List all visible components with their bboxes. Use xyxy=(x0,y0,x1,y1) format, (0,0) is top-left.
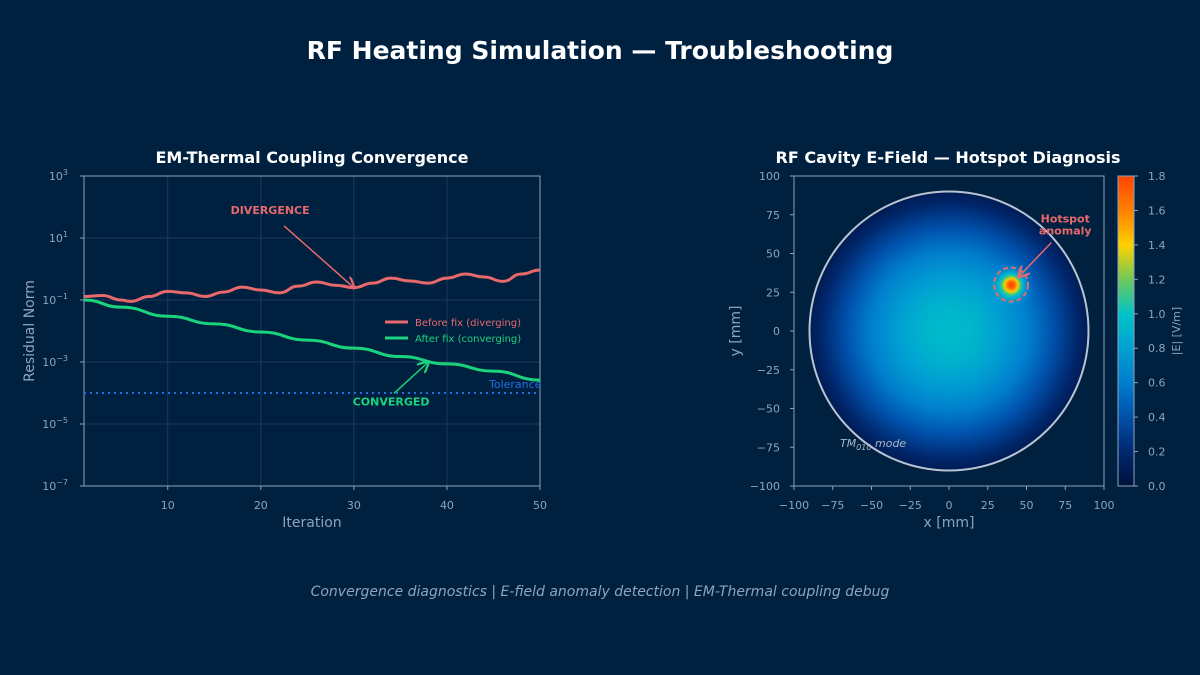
hotspot-annotation-label-1: anomaly xyxy=(1039,225,1092,238)
y-tick-label: −50 xyxy=(757,403,780,416)
colorbar-tick-label: 1.4 xyxy=(1148,239,1166,252)
y-tick-exp: 3 xyxy=(63,168,68,177)
annotation-arrow-1 xyxy=(393,362,428,394)
heatmap-title: RF Cavity E-Field — Hotspot Diagnosis xyxy=(776,148,1121,167)
tolerance-label: Tolerance xyxy=(488,378,542,391)
colorbar-tick-label: 0.4 xyxy=(1148,411,1166,424)
y-tick-exp: 1 xyxy=(63,230,68,239)
x-axis-label: Iteration xyxy=(282,515,341,531)
annotation-arrow-0 xyxy=(283,225,354,288)
y-tick-label: 50 xyxy=(766,248,780,261)
y-tick-label: 100 xyxy=(759,170,780,183)
series-line-0 xyxy=(83,268,541,303)
colorbar-tick-label: 1.2 xyxy=(1148,273,1166,286)
y-tick-label: 103 xyxy=(49,168,68,183)
mode-rest: mode xyxy=(872,437,907,450)
x-tick-label: −75 xyxy=(821,499,844,512)
y-tick-base: 10 xyxy=(49,170,63,183)
y-tick-label: 101 xyxy=(49,230,68,245)
y-tick-exp: −7 xyxy=(56,478,68,487)
y-tick-exp: −5 xyxy=(56,416,68,425)
footer-caption: Convergence diagnostics | E-field anomal… xyxy=(310,584,890,600)
x-tick-label: 50 xyxy=(533,499,547,512)
mode-label: TM010 mode xyxy=(840,437,906,452)
x-axis-label: x [mm] xyxy=(924,515,975,531)
efield-heatmap xyxy=(794,176,1104,486)
x-tick-label: 10 xyxy=(161,499,175,512)
series-line-1 xyxy=(83,298,541,382)
y-tick-exp: −3 xyxy=(56,354,68,363)
x-tick-label: −25 xyxy=(899,499,922,512)
mode-sub: 010 xyxy=(856,443,871,452)
colorbar-gradient xyxy=(1118,176,1134,486)
y-tick-label: 10−5 xyxy=(42,416,68,431)
colorbar-tick-label: 1.0 xyxy=(1148,308,1166,321)
x-tick-label: 50 xyxy=(1020,499,1034,512)
hotspot-marker xyxy=(993,266,1029,303)
y-tick-label: 10−3 xyxy=(42,354,68,369)
hotspot-annotation-arrow xyxy=(1019,242,1052,277)
colorbar-label: |E| [V/m] xyxy=(1170,307,1183,355)
y-tick-label: 10−1 xyxy=(42,292,68,307)
page-title: RF Heating Simulation — Troubleshooting xyxy=(306,36,894,65)
plot-frame xyxy=(83,175,541,487)
y-tick-label: 25 xyxy=(766,286,780,299)
hotspot-annotation-label-0: Hotspot xyxy=(1041,213,1090,226)
y-tick-exp: −1 xyxy=(56,292,68,301)
y-tick-label: 0 xyxy=(773,325,780,338)
y-tick-label: −75 xyxy=(757,441,780,454)
x-tick-label: 0 xyxy=(946,499,953,512)
y-tick-label: 75 xyxy=(766,209,780,222)
legend-label-1: After fix (converging) xyxy=(415,334,521,345)
chart-title: EM-Thermal Coupling Convergence xyxy=(156,148,469,167)
x-tick-label: 20 xyxy=(254,499,268,512)
colorbar-tick-label: 1.6 xyxy=(1148,204,1166,217)
x-tick-label: 40 xyxy=(440,499,454,512)
y-axis-label: Residual Norm xyxy=(22,280,38,382)
y-tick-label: −25 xyxy=(757,364,780,377)
colorbar-tick-label: 0.0 xyxy=(1148,480,1166,493)
colorbar-tick-label: 0.2 xyxy=(1148,446,1166,459)
colorbar-tick-label: 0.8 xyxy=(1148,342,1166,355)
annotation-label-1: CONVERGED xyxy=(353,395,430,408)
y-tick-base: 10 xyxy=(42,356,56,369)
x-tick-label: −100 xyxy=(779,499,809,512)
annotation-label-0: DIVERGENCE xyxy=(231,204,310,217)
y-tick-label: −100 xyxy=(750,480,780,493)
colorbar-tick-label: 1.8 xyxy=(1148,170,1166,183)
y-axis-label: y [mm] xyxy=(728,306,744,357)
x-tick-label: 30 xyxy=(347,499,361,512)
mode-main: TM xyxy=(840,437,857,450)
x-tick-label: 75 xyxy=(1058,499,1072,512)
y-tick-base: 10 xyxy=(49,232,63,245)
legend-label-0: Before fix (diverging) xyxy=(415,318,521,329)
cavity-wall xyxy=(808,190,1090,472)
x-tick-label: 100 xyxy=(1094,499,1115,512)
colorbar-frame xyxy=(1117,175,1135,487)
x-tick-label: −50 xyxy=(860,499,883,512)
y-tick-base: 10 xyxy=(42,480,56,493)
x-tick-label: 25 xyxy=(981,499,995,512)
y-tick-label: 10−7 xyxy=(42,478,68,493)
y-tick-base: 10 xyxy=(42,418,56,431)
colorbar-tick-label: 0.6 xyxy=(1148,377,1166,390)
y-tick-base: 10 xyxy=(42,294,56,307)
